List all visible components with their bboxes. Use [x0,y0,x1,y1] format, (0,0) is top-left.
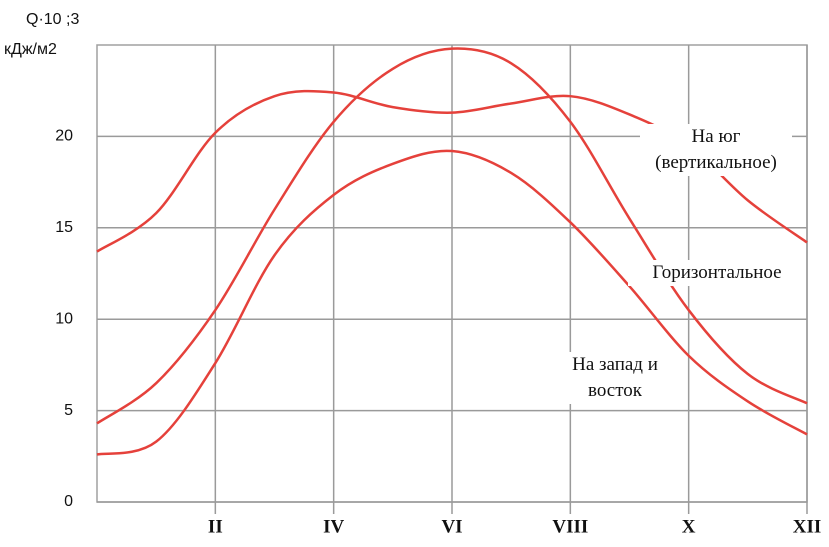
y-tick-label: 15 [55,219,73,236]
series-label: На юг (вертикальное) [640,124,792,176]
y-tick-label: 0 [64,493,73,510]
y-tick-label: 10 [55,310,73,327]
y-axis-unit: кДж/м2 [4,41,57,58]
series-line [96,47,808,425]
series-line [96,149,808,456]
y-axis-label: Q·10 ;3 [26,11,79,28]
x-tick-label: VI [441,516,462,537]
series-label: Горизонтальное [628,260,806,286]
x-tick-label: XII [793,516,822,537]
x-tick-label: IV [323,516,344,537]
y-tick-label: 20 [55,128,73,145]
x-tick-label: X [682,516,696,537]
x-tick-label: VIII [552,516,588,537]
y-tick-label: 5 [64,402,73,419]
x-tick-label: II [208,516,223,537]
series-label: На запад и восток [555,352,675,404]
